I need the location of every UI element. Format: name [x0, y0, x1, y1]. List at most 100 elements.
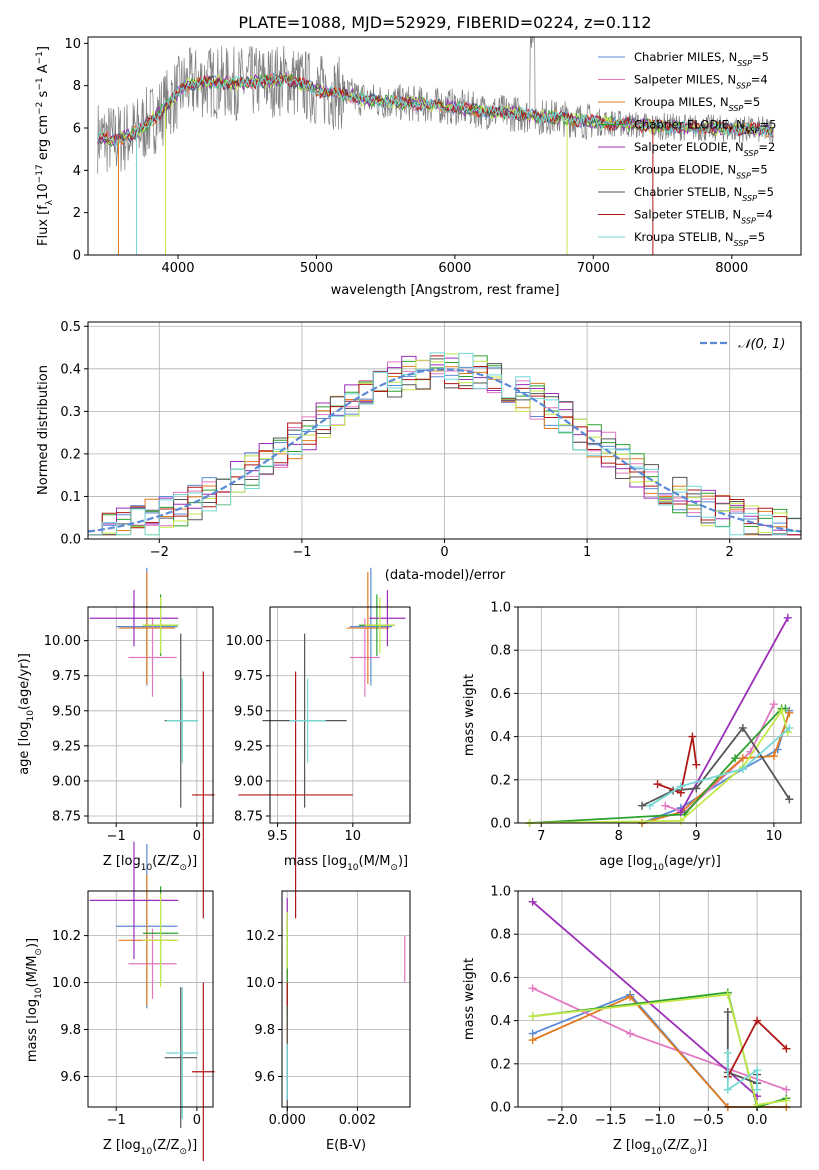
y-tick-label: 0.2: [490, 773, 511, 788]
weight-marker: [645, 801, 654, 810]
weight-marker: [731, 754, 740, 763]
y-tick-label: 1.0: [490, 601, 511, 616]
legend-tail: =2: [758, 140, 775, 154]
y-axis-label: age [log10(age/yr)]: [17, 653, 36, 775]
x-tick-label: −2.0: [546, 1113, 578, 1128]
histogram-salpeter-miles: [88, 360, 801, 536]
x-tick-label: −2: [150, 545, 169, 560]
legend-sub: SSP: [744, 149, 759, 158]
label-part: (M/M: [359, 854, 391, 869]
y-tick-label: 10.2: [246, 929, 275, 944]
x-tick-label: 7000: [577, 261, 610, 276]
model-spectrum-kroupa-stelib: [97, 74, 774, 148]
x-tick-label: 0.0: [747, 1113, 768, 1128]
label-part: (Z/Z: [152, 854, 179, 869]
x-tick-label: −1: [292, 545, 311, 560]
legend-sub: SSP: [734, 239, 749, 248]
label-part: mass [log: [284, 854, 347, 869]
axes-frame: [281, 890, 411, 1108]
x-tick-label: −0.5: [693, 1113, 725, 1128]
weight-marker: [785, 795, 794, 804]
weight-marker: [753, 1016, 762, 1025]
legend-tail: =4: [751, 73, 768, 87]
weight-marker: [782, 1096, 791, 1105]
weight-marker: [738, 754, 747, 763]
x-tick-label: 2: [726, 545, 734, 560]
legend-text: Kroupa ELODIE, N: [634, 163, 736, 177]
legend-entry: Chabrier MILES, NSSP=5: [634, 50, 769, 68]
y-tick-label: 0.8: [490, 644, 511, 659]
label-part: wavelength [Angstrom, rest frame]: [331, 283, 560, 298]
legend-sub: SSP: [736, 171, 751, 180]
y-tick-label: 9.8: [254, 1023, 275, 1038]
weight-marker: [782, 1085, 791, 1094]
y-tick-label: 9.00: [52, 774, 81, 789]
x-tick-label: 1: [583, 545, 591, 560]
weight-marker: [723, 990, 732, 999]
label-part: λ: [45, 199, 55, 205]
legend-entry: Kroupa MILES, NSSP=5: [634, 95, 760, 113]
weight-marker: [653, 780, 662, 789]
weight-marker: [676, 808, 685, 817]
y-axis-label: mass [log10(M/M⊙)]: [25, 938, 44, 1062]
weight-line-salpeter-elodie: [680, 617, 789, 813]
weight-marker: [777, 706, 786, 715]
label-part: ⊙: [179, 1147, 187, 1157]
residuals-panel: −2 −1 0 1 2 0.0 0.1 0.2 0.3 0.4 0.5 (data-model)/er…: [36, 320, 802, 583]
label-part: mass weight: [462, 958, 477, 1040]
x-axis-label: E(B-V): [326, 1138, 366, 1153]
legend-text: Salpeter STELIB, N: [634, 208, 741, 222]
x-tick-label: 5000: [300, 261, 333, 276]
y-tick-label: 0.1: [60, 490, 81, 505]
weight-marker: [723, 1049, 732, 1057]
y-tick-label: 6: [73, 122, 81, 137]
y-tick-label: 0.5: [60, 320, 81, 335]
weight-line-kroupa-stelib: [649, 727, 790, 807]
x-tick-label: −1.5: [595, 1113, 627, 1128]
y-tick-label: 9.75: [234, 669, 263, 684]
weight-marker: [723, 1085, 732, 1094]
weight-vs-metallicity-panel: −2.0 −1.5 −1.0 −0.5 0.0 0.0 0.2 0.4 0.6 0.8 1.0 mas…: [462, 885, 802, 1157]
weight-line-chabrier-stelib: [641, 726, 791, 807]
x-axis-label: wavelength [Angstrom, rest frame]: [331, 283, 560, 298]
legend-entry: Kroupa ELODIE, NSSP=5: [634, 163, 768, 181]
y-tick-label: 10.00: [226, 634, 263, 649]
label-part: −2: [35, 102, 45, 115]
weight-marker: [528, 897, 537, 906]
label-part: Flux [f: [36, 205, 51, 246]
weight-line-kroupa-miles: [641, 712, 791, 824]
y-tick-label: 8.75: [52, 809, 81, 824]
axes-frame: [87, 890, 214, 1108]
weight-marker: [676, 782, 685, 791]
y-tick-label: 9.50: [52, 704, 81, 719]
label-part: −1: [35, 77, 45, 90]
label-part: ]: [36, 46, 51, 51]
y-tick-label: 0: [73, 249, 81, 264]
label-part: 10: [651, 1147, 663, 1157]
x-tick-label: 8: [615, 829, 623, 844]
weight-marker: [626, 992, 635, 1001]
spectrum-lines: [97, 37, 774, 255]
weight-marker: [676, 816, 685, 825]
weight-marker: [661, 801, 670, 810]
x-tick-label: −1: [107, 1113, 126, 1128]
y-axis-label: Normed distribution: [36, 365, 51, 495]
weight-marker: [638, 801, 647, 810]
y-tick-label: 0.8: [490, 928, 511, 943]
weight-marker: [528, 1036, 537, 1045]
label-part: 10: [141, 1147, 153, 1157]
legend-tail: =5: [757, 185, 774, 199]
weight-marker: [785, 708, 794, 717]
y-tick-label: 0.0: [60, 533, 81, 548]
legend-entry: Salpeter STELIB, NSSP=4: [634, 208, 773, 226]
label-part: mass weight: [462, 674, 477, 756]
x-tick-label: −1: [107, 829, 126, 844]
weight-marker: [785, 723, 794, 732]
y-tick-label: 9.50: [234, 704, 263, 719]
legend-text: Salpeter ELODIE, N: [634, 140, 744, 154]
legend-sub: SSP: [729, 104, 744, 113]
y-tick-label: 9.00: [234, 774, 263, 789]
histogram-kroupa-stelib: [88, 352, 801, 536]
legend-text: Chabrier ELODIE, N: [634, 118, 745, 132]
